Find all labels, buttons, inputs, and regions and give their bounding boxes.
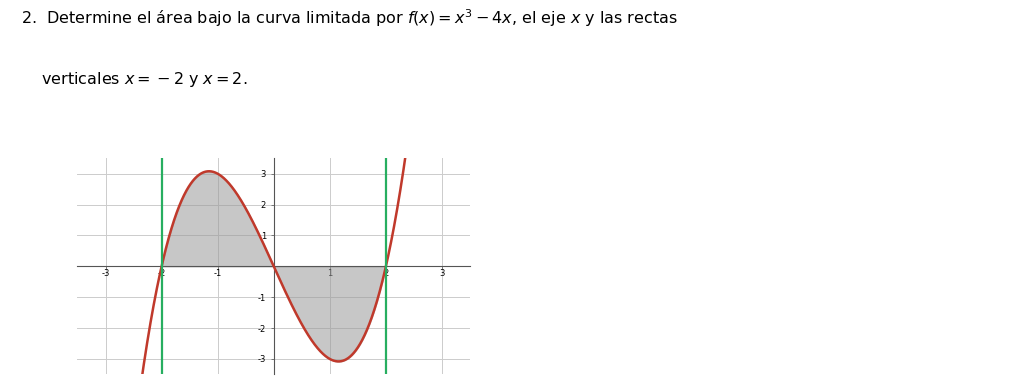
Text: verticales $x = -2$ y $x = 2$.: verticales $x = -2$ y $x = 2$. [21, 70, 247, 90]
Text: 2.  Determine el área bajo la curva limitada por $f(x) = x^3 - 4x$, el eje $x$ y: 2. Determine el área bajo la curva limit… [21, 7, 678, 29]
